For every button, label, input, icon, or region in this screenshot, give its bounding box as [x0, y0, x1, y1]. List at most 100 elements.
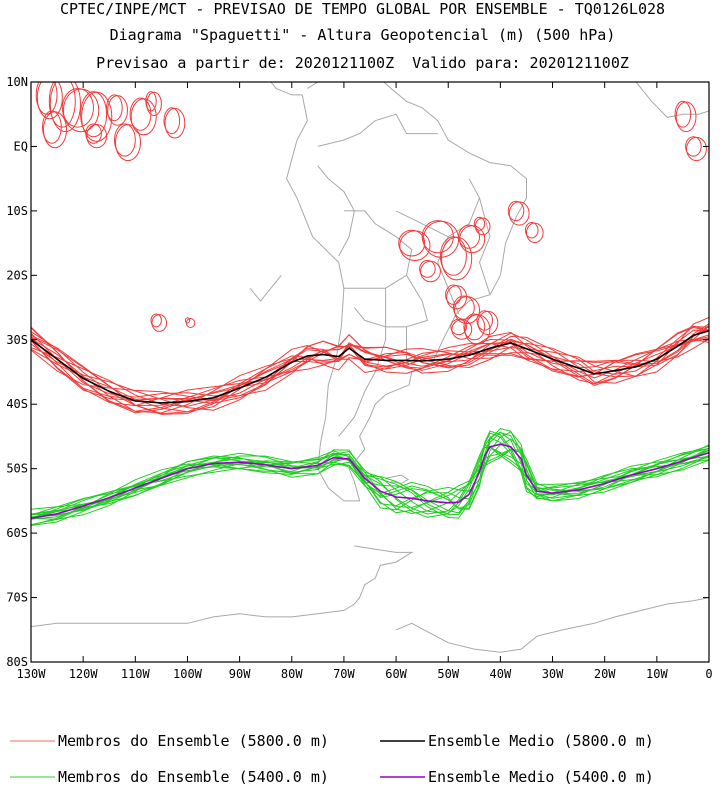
member-line-5800: [31, 329, 709, 407]
member-closed-contour: [42, 110, 62, 144]
member-closed-contour: [164, 107, 186, 139]
member-closed-contour: [107, 95, 128, 126]
member-line-5800: [31, 325, 709, 402]
x-tick-label: 90W: [229, 667, 251, 681]
member-closed-contour: [454, 296, 480, 325]
x-tick-label: 10W: [646, 667, 668, 681]
member-line-5400: [31, 438, 709, 526]
ensemble-members-layer: [31, 82, 709, 526]
legend-label: Ensemble Medio (5400.0 m): [428, 768, 654, 786]
member-line-5800: [31, 336, 709, 407]
member-closed-contour: [49, 82, 81, 133]
x-tick-label: 30W: [542, 667, 564, 681]
coastline-segment: [395, 178, 481, 238]
member-closed-contour: [453, 295, 475, 320]
member-closed-contour: [61, 88, 95, 128]
coastline-segment: [338, 288, 387, 437]
member-closed-contour: [441, 236, 473, 281]
member-closed-contour: [184, 317, 191, 324]
member-closed-contour: [459, 225, 486, 254]
member-closed-contour: [36, 82, 63, 120]
coastline-segment: [620, 0, 709, 50]
member-closed-contour: [114, 123, 136, 157]
member-closed-contour: [674, 100, 692, 128]
member-closed-contour: [419, 260, 436, 278]
member-closed-contour: [399, 230, 431, 261]
coastline-segment: [406, 326, 418, 367]
y-tick-label: 60S: [6, 526, 28, 540]
x-tick-label: 80W: [281, 667, 303, 681]
coastline-segment: [31, 545, 414, 628]
x-tick-label: 120W: [69, 667, 99, 681]
y-tick-label: 80S: [6, 655, 28, 669]
x-tick-label: 70W: [333, 667, 355, 681]
member-closed-contour: [85, 123, 102, 144]
member-closed-contour: [524, 222, 539, 239]
y-tick-label: 20S: [6, 268, 28, 282]
member-closed-contour: [464, 314, 491, 345]
x-tick-label: 20W: [594, 667, 616, 681]
member-line-5800: [31, 332, 709, 414]
member-closed-contour: [106, 94, 123, 122]
member-closed-contour: [508, 201, 530, 226]
member-line-5800: [31, 323, 709, 404]
member-closed-contour: [685, 136, 702, 157]
member-line-5800: [31, 325, 709, 415]
y-tick-label: 30S: [6, 333, 28, 347]
x-tick-label: 60W: [385, 667, 407, 681]
x-tick-label: 50W: [437, 667, 459, 681]
member-closed-contour: [446, 285, 468, 310]
member-closed-contour: [675, 101, 697, 133]
member-line-5400: [31, 437, 709, 516]
member-closed-contour: [477, 310, 499, 336]
chart-title-line-3: Previsao a partir de: 2020121100Z Valido…: [96, 54, 629, 72]
coastline-segment: [270, 82, 527, 502]
legend: Membros do Ensemble (5800.0 m) Ensemble M…: [10, 732, 654, 786]
chart-title-line-2: Diagrama "Spaguetti" - Altura Geopotenci…: [109, 26, 616, 44]
member-line-5800: [31, 331, 709, 407]
mean-line-5800: [31, 330, 709, 404]
member-line-5400: [31, 445, 709, 526]
member-closed-contour: [507, 200, 525, 222]
member-closed-contour: [473, 216, 486, 231]
member-closed-contour: [130, 98, 157, 136]
member-closed-contour: [150, 313, 162, 328]
legend-label: Membros do Ensemble (5400.0 m): [58, 768, 329, 786]
member-line-5400: [31, 449, 709, 526]
x-tick-label: 130W: [17, 667, 47, 681]
y-tick-label: 70S: [6, 591, 28, 605]
coastline-segment: [354, 275, 429, 328]
member-closed-contour: [81, 91, 113, 142]
member-line-5400: [31, 431, 709, 520]
x-tick-label: 110W: [121, 667, 151, 681]
x-tick-label: 0: [705, 667, 712, 681]
member-closed-contour: [463, 313, 486, 341]
y-tick-label: 40S: [6, 397, 28, 411]
member-closed-contour: [62, 88, 100, 133]
coastline-segment: [291, 82, 293, 83]
y-tick-label: 10S: [6, 204, 28, 218]
chart-title-line-1: CPTEC/INPE/MCT - PREVISAO DE TEMPO GLOBA…: [59, 0, 666, 18]
member-closed-contour: [474, 217, 491, 236]
legend-label: Membros do Ensemble (5800.0 m): [58, 732, 329, 750]
coastline-segment: [395, 597, 709, 653]
coastline-layer: [31, 0, 709, 653]
coastline-segment: [317, 165, 355, 257]
member-closed-contour: [86, 124, 108, 149]
member-closed-contour: [43, 111, 67, 149]
y-tick-label: EQ: [14, 139, 28, 153]
mean-line-5400: [31, 443, 709, 520]
coastline-segment: [265, 82, 267, 83]
member-closed-contour: [151, 314, 168, 332]
member-closed-contour: [458, 224, 481, 249]
member-closed-contour: [398, 229, 426, 257]
member-closed-contour: [80, 91, 108, 138]
member-closed-contour: [686, 136, 707, 162]
member-line-5400: [31, 444, 709, 520]
coastline-segment: [317, 113, 438, 147]
member-closed-contour: [476, 310, 494, 331]
ensemble-mean-layer: [31, 330, 709, 520]
y-tick-label: 10N: [6, 75, 28, 89]
x-tick-label: 100W: [173, 667, 203, 681]
